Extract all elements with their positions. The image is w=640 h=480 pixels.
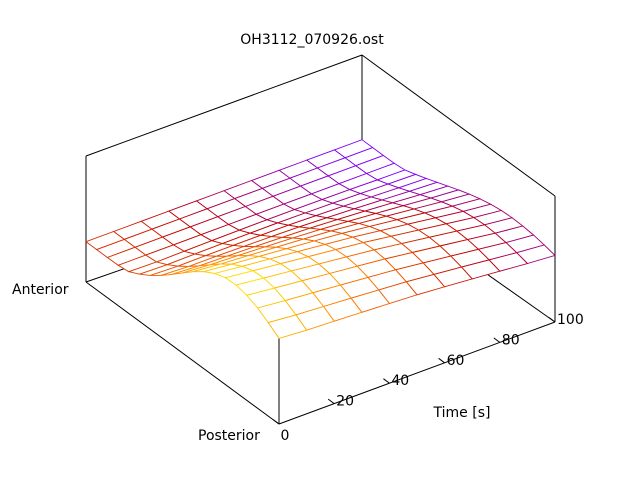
x-tick-label: 0 <box>281 428 290 444</box>
surface-cell <box>267 314 308 339</box>
x-tick-label: 20 <box>336 394 354 410</box>
x-ticks: 0 20 40 60 80 100 <box>272 312 584 444</box>
chart-title: OH3112_070926.ost <box>240 32 384 48</box>
box-top-right <box>361 54 556 197</box>
x-tick-mark <box>548 317 556 323</box>
box-floor-left <box>85 281 280 425</box>
x-tick-label: 100 <box>557 312 584 328</box>
y-label-posterior: Posterior <box>198 428 260 444</box>
x-tick-mark <box>383 378 390 384</box>
x-tick-mark <box>438 357 445 364</box>
x-tick-mark <box>327 398 335 405</box>
x-tick-label: 80 <box>502 332 520 348</box>
x-tick-mark <box>493 337 501 343</box>
x-axis-line <box>278 321 556 425</box>
surface-mesh <box>85 139 556 339</box>
y-label-anterior: Anterior <box>12 282 69 298</box>
box-top-left <box>85 54 363 157</box>
x-tick-label: 60 <box>447 353 465 369</box>
x-tick-label: 40 <box>391 373 409 389</box>
x-tick-mark <box>272 419 280 425</box>
x-axis-label: Time [s] <box>433 405 491 421</box>
